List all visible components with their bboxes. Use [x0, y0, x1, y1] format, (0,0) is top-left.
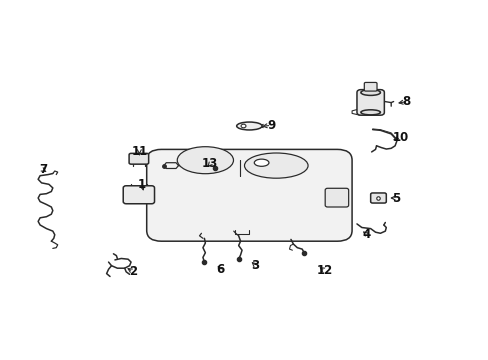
Text: 7: 7	[39, 163, 47, 176]
Text: 13: 13	[202, 157, 218, 170]
Text: 12: 12	[316, 264, 333, 277]
FancyBboxPatch shape	[325, 188, 348, 207]
Ellipse shape	[244, 153, 307, 178]
FancyBboxPatch shape	[129, 153, 148, 164]
Ellipse shape	[254, 159, 268, 166]
Ellipse shape	[360, 90, 380, 95]
Ellipse shape	[241, 124, 245, 128]
Text: 5: 5	[391, 192, 399, 204]
Text: 2: 2	[129, 265, 137, 278]
Text: 3: 3	[251, 259, 259, 272]
Ellipse shape	[236, 122, 262, 130]
FancyBboxPatch shape	[356, 90, 384, 115]
FancyBboxPatch shape	[370, 193, 386, 203]
Ellipse shape	[177, 147, 233, 174]
Text: 4: 4	[362, 228, 370, 241]
FancyBboxPatch shape	[146, 149, 351, 241]
FancyBboxPatch shape	[123, 186, 154, 204]
Text: 10: 10	[392, 131, 408, 144]
Ellipse shape	[360, 110, 380, 115]
Text: 8: 8	[402, 95, 410, 108]
FancyBboxPatch shape	[364, 82, 376, 91]
Text: 1: 1	[138, 178, 145, 191]
Text: 9: 9	[267, 119, 275, 132]
Text: 11: 11	[131, 145, 147, 158]
Text: 6: 6	[216, 263, 224, 276]
